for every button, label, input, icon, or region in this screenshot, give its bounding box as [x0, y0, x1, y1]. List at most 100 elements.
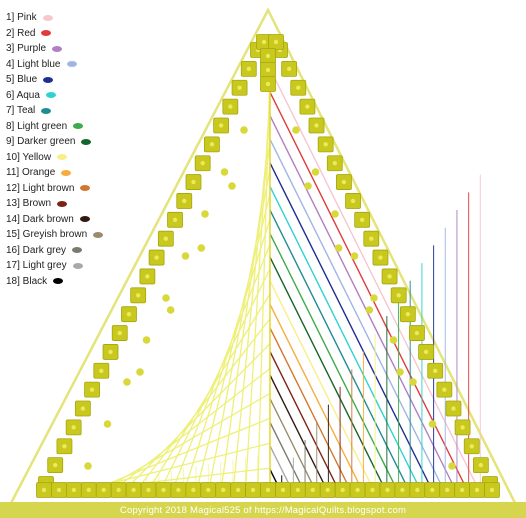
colored-thread-web [269, 45, 481, 494]
legend-swatch [72, 247, 83, 254]
colored-thread [269, 233, 400, 494]
peg-hole [355, 487, 360, 493]
peg-hole [265, 53, 271, 59]
peg-hole [414, 330, 420, 336]
legend-item: 9] Darker green [6, 134, 126, 150]
colored-thread [269, 186, 423, 494]
peg-hole [101, 487, 106, 493]
peg-hole [108, 349, 113, 355]
peg-hole [182, 198, 187, 204]
legend-item: 16] Dark grey [6, 243, 126, 259]
peg-hole [41, 487, 47, 493]
peg-hole [286, 66, 292, 72]
peg-hole [350, 198, 356, 204]
hole [292, 126, 300, 134]
yellow-thread-web [48, 45, 271, 494]
hole [103, 420, 112, 428]
legend-swatch [73, 123, 84, 130]
legend-item: 3] Purple [6, 41, 126, 57]
hole [365, 306, 374, 314]
peg-hole [261, 39, 267, 45]
legend-swatch [45, 92, 56, 99]
peg-hole [332, 161, 337, 166]
peg-hole [62, 444, 67, 449]
peg-hole [116, 487, 121, 493]
legend-swatch [53, 278, 64, 285]
peg-hole [161, 487, 166, 493]
legend-swatch [80, 185, 91, 192]
legend-label: 7] Teal [6, 105, 36, 117]
hole [228, 182, 236, 190]
peg-hole [154, 255, 159, 260]
peg-hole [146, 487, 151, 493]
legend-item: 17] Light grey [6, 258, 126, 274]
legend-label: 17] Light grey [6, 260, 67, 272]
peg-hole [378, 255, 383, 260]
legend-swatch [61, 169, 72, 176]
colored-thread [269, 327, 353, 494]
peg-hole [250, 487, 256, 493]
legend-swatch [79, 216, 90, 223]
legend-item: 13] Brown [6, 196, 126, 212]
hole [389, 336, 398, 344]
legend-label: 14] Dark brown [6, 213, 74, 225]
peg-hole [341, 179, 347, 185]
peg-hole [228, 104, 233, 109]
peg-rows [36, 34, 500, 498]
peg-hole [265, 487, 271, 493]
legend-item: 1] Pink [6, 10, 126, 26]
hole [428, 420, 437, 428]
peg-hole [135, 293, 141, 298]
hole [396, 368, 404, 376]
peg-hole [305, 104, 310, 109]
hole [166, 306, 175, 314]
peg-hole [469, 444, 474, 449]
legend-item: 18] Black [6, 274, 126, 290]
peg-hole [56, 487, 62, 493]
peg-hole [459, 487, 465, 493]
colored-thread [269, 280, 376, 494]
copyright-bar [0, 502, 526, 518]
legend-label: 5] Blue [6, 74, 38, 86]
peg-hole [474, 487, 480, 493]
peg-hole [86, 487, 92, 493]
peg-hole [71, 425, 76, 430]
peg-hole [176, 487, 181, 493]
legend-label: 13] Brown [6, 198, 52, 210]
color-legend: 1] Pink 2] Red 3] Purple 4] Light blue 5] Bl… [6, 10, 126, 289]
legend-swatch [93, 231, 104, 238]
hole [304, 182, 312, 190]
peg-hole [314, 123, 319, 128]
peg-hole [359, 217, 365, 223]
hole [142, 336, 151, 344]
peg-hole [71, 487, 77, 493]
legend-label: 1] Pink [6, 12, 37, 24]
legend-swatch [52, 45, 63, 52]
hole [370, 294, 378, 302]
legend-label: 3] Purple [6, 43, 47, 55]
peg-hole [385, 487, 390, 493]
colored-thread [269, 398, 318, 494]
peg-hole [295, 487, 301, 493]
legend-label: 12] Light brown [6, 182, 75, 194]
colored-thread [269, 304, 365, 494]
peg-hole [478, 462, 484, 468]
peg-hole [191, 487, 196, 493]
legend-label: 16] Dark grey [6, 244, 67, 256]
peg-hole [442, 387, 447, 392]
hole [448, 462, 456, 470]
peg-hole [126, 311, 132, 317]
peg-hole [415, 487, 420, 493]
colored-thread [269, 256, 388, 494]
inner-holes [84, 126, 456, 470]
hole [350, 252, 359, 260]
legend-label: 6] Aqua [6, 89, 40, 101]
yellow-thread [84, 417, 271, 494]
colored-thread [269, 421, 306, 494]
hole [201, 210, 209, 218]
hole [123, 378, 131, 386]
hole [311, 168, 320, 176]
peg-hole [489, 487, 495, 493]
